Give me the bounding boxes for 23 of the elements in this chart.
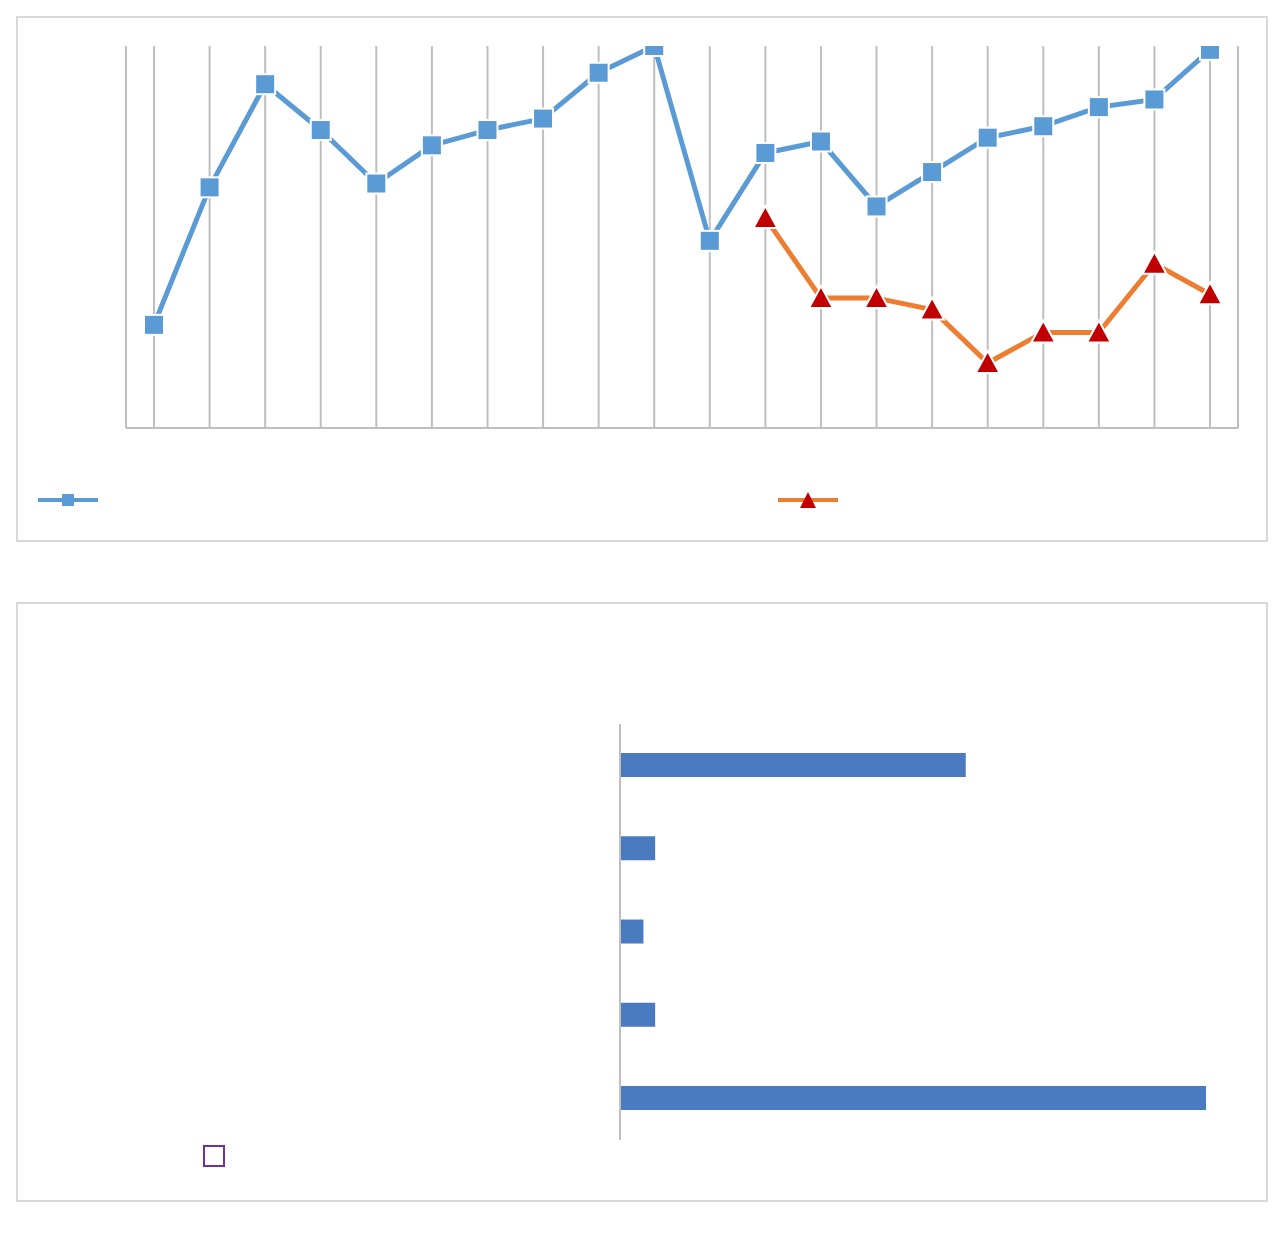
point	[865, 195, 888, 218]
bar	[620, 1085, 1206, 1110]
point	[809, 130, 832, 153]
point	[365, 172, 388, 195]
point	[254, 73, 277, 96]
point	[976, 126, 999, 149]
point	[476, 119, 499, 142]
point	[1087, 96, 1110, 119]
point	[309, 119, 332, 142]
point	[698, 229, 721, 252]
bar	[620, 836, 656, 861]
point	[143, 313, 165, 336]
bar	[620, 1002, 656, 1027]
point	[587, 61, 610, 84]
point	[532, 107, 555, 130]
point	[198, 176, 221, 199]
point	[420, 134, 443, 157]
bar	[620, 919, 644, 944]
point	[1143, 88, 1166, 111]
bar	[620, 753, 966, 778]
point	[1032, 115, 1055, 138]
point	[754, 141, 777, 164]
point	[921, 161, 944, 184]
